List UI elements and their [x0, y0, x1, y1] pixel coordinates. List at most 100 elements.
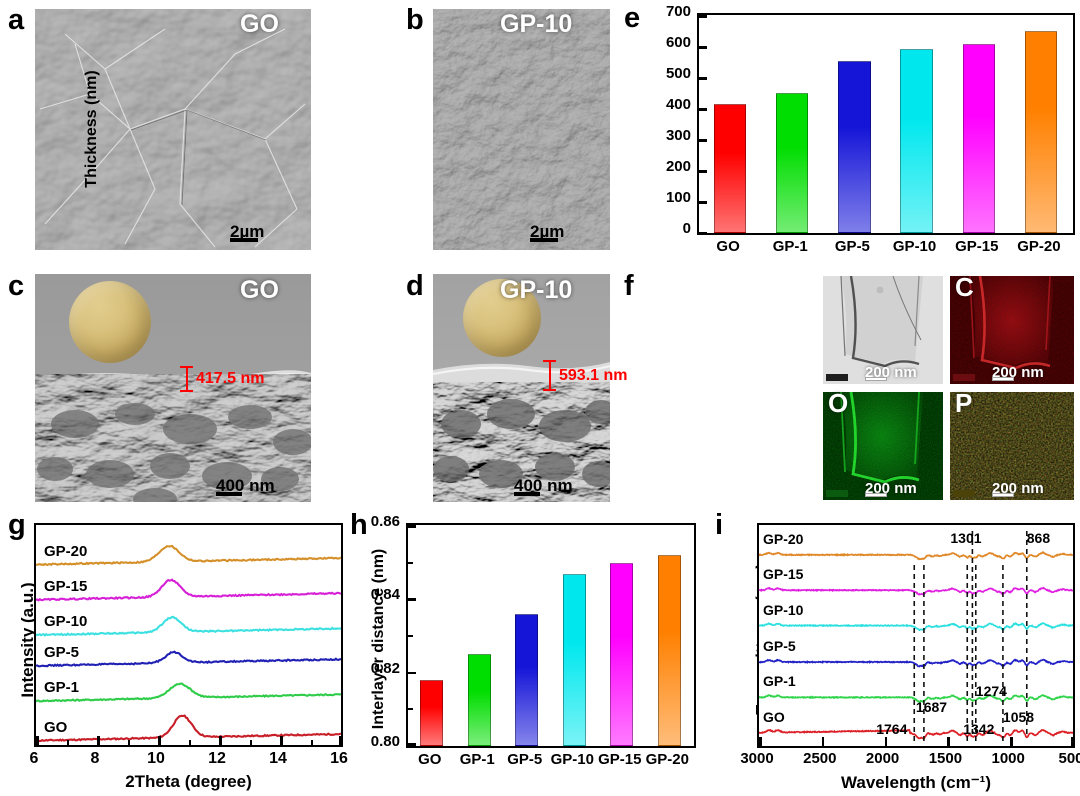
ftir-curve-GO	[759, 728, 1073, 740]
y-tick-label: 0.82	[370, 659, 400, 677]
scalebar-line	[865, 377, 887, 381]
series-label-GO: GO	[763, 708, 785, 725]
panel-c-thickness-measure: 417.5 nm	[180, 366, 264, 392]
panel-g-label: g	[8, 509, 26, 541]
map-inset-scale-chip	[953, 374, 975, 381]
x-tick	[219, 736, 222, 745]
sem-texture-b	[433, 9, 610, 250]
series-label-GP-15: GP-15	[44, 577, 88, 595]
x-tick	[759, 737, 762, 746]
ftir-curve-GP-1	[759, 694, 1073, 703]
panel-d-scalebar: 400 nm	[514, 476, 573, 496]
scalebar-label: 2µm	[530, 222, 565, 241]
panel-b-sample-tag: GP-10	[500, 10, 573, 38]
panel-f-element-label-O: O	[828, 388, 849, 418]
x-tick	[1071, 737, 1074, 746]
panel-h-plot-frame	[406, 523, 696, 748]
y-tick	[699, 46, 707, 49]
panel-c-measure-label: 417.5 nm	[196, 370, 265, 387]
bar-GP-15	[962, 44, 995, 233]
caliper-icon	[543, 360, 556, 391]
series-label-GP-5: GP-5	[44, 643, 80, 661]
panel-f-map-C-scalebar: 200 nm	[992, 364, 1044, 381]
x-tick	[339, 736, 342, 745]
ftir-curve-GP-20	[759, 551, 1073, 561]
panel-d-sem-cross-section	[433, 274, 610, 502]
x-tick-label: 12	[208, 750, 226, 767]
scalebar-label: 200 nm	[992, 364, 1044, 381]
x-tick-label: GP-5	[834, 238, 870, 255]
bar-GP-5	[838, 60, 871, 233]
y-tick	[699, 170, 707, 173]
x-tick	[1010, 737, 1013, 746]
bar-GP-1	[467, 654, 491, 746]
x-tick-label: 14	[269, 750, 287, 767]
x-tick-label: 6	[29, 750, 39, 767]
panel-g-curves	[36, 544, 341, 743]
y-tick-label: 400	[665, 96, 691, 113]
y-tick-label: 100	[665, 189, 691, 206]
map-inset-scale-chip	[826, 490, 848, 497]
bar-GO	[713, 103, 747, 233]
x-tick-label: GP-20	[1017, 238, 1061, 255]
scalebar-line	[530, 238, 558, 242]
sem-texture-d	[433, 274, 610, 502]
bar-GP-15	[610, 562, 634, 746]
series-label-GP-20: GP-20	[44, 542, 88, 560]
panel-f-map-P	[950, 392, 1074, 500]
eds-map-p	[950, 392, 1074, 500]
panel-f-map-O-scalebar: 200 nm	[865, 480, 917, 497]
x-tick-label: GP-15	[955, 238, 999, 255]
x-tick-label: GP-15	[598, 751, 642, 768]
panel-a-sem-image	[35, 9, 311, 250]
xrd-curve-GP-5	[36, 650, 341, 668]
y-tick-label: 0.86	[370, 513, 400, 530]
x-tick-label: 10	[147, 750, 165, 767]
sem-texture-c	[35, 274, 311, 502]
panel-g-x-axis-title: 2Theta (degree)	[125, 772, 252, 791]
scalebar-label: 400 nm	[514, 476, 573, 495]
y-tick-label: 0.80	[370, 733, 400, 750]
panel-d-thickness-measure: 593.1 nm	[543, 360, 627, 391]
panel-f-label: f	[624, 270, 634, 302]
y-tick	[408, 525, 416, 528]
x-tick	[97, 736, 100, 745]
scalebar-label: 2µm	[230, 222, 265, 241]
panel-h-label: h	[350, 509, 368, 541]
y-tick	[699, 139, 707, 142]
panel-d-label: d	[406, 270, 424, 302]
panel-f-tem-scalebar: 200 nm	[865, 364, 917, 381]
panel-e-plot-frame	[697, 13, 1075, 235]
bar-GO	[420, 680, 444, 746]
series-label-GP-15: GP-15	[763, 566, 804, 583]
series-label-GO: GO	[44, 718, 68, 736]
x-tick-label: GP-5	[507, 751, 543, 768]
ftir-curve-GP-10	[759, 621, 1073, 632]
y-minor-tick	[408, 635, 413, 637]
x-tick	[821, 737, 825, 746]
panel-i-curves	[759, 531, 1073, 744]
scalebar-line	[992, 493, 1014, 497]
scalebar-label: 200 nm	[992, 480, 1044, 497]
panel-d-sample-tag: GP-10	[500, 276, 573, 304]
x-minor-tick	[127, 740, 130, 745]
y-tick	[699, 201, 707, 204]
annotation-label-1274: 1274	[975, 683, 1007, 699]
x-tick-label: 2000	[865, 750, 900, 767]
panel-b-scalebar: 2µm	[530, 222, 564, 242]
xrd-curve-GP-20	[36, 544, 341, 567]
x-tick-label: 1500	[928, 750, 963, 767]
panel-a-scalebar: 2µm	[230, 222, 264, 242]
scalebar-line	[865, 493, 887, 497]
x-tick	[884, 737, 888, 746]
xrd-curve-GP-15	[36, 578, 341, 602]
panel-b-label: b	[406, 4, 424, 36]
x-tick-label: GP-20	[645, 751, 689, 768]
annotation-label-1342: 1342	[963, 721, 995, 737]
x-minor-tick	[188, 740, 191, 745]
y-tick-label: 300	[665, 127, 691, 144]
x-tick	[158, 736, 161, 745]
y-tick	[699, 77, 707, 80]
y-tick-label: 200	[665, 158, 691, 175]
x-tick-label: 500	[1058, 750, 1080, 767]
